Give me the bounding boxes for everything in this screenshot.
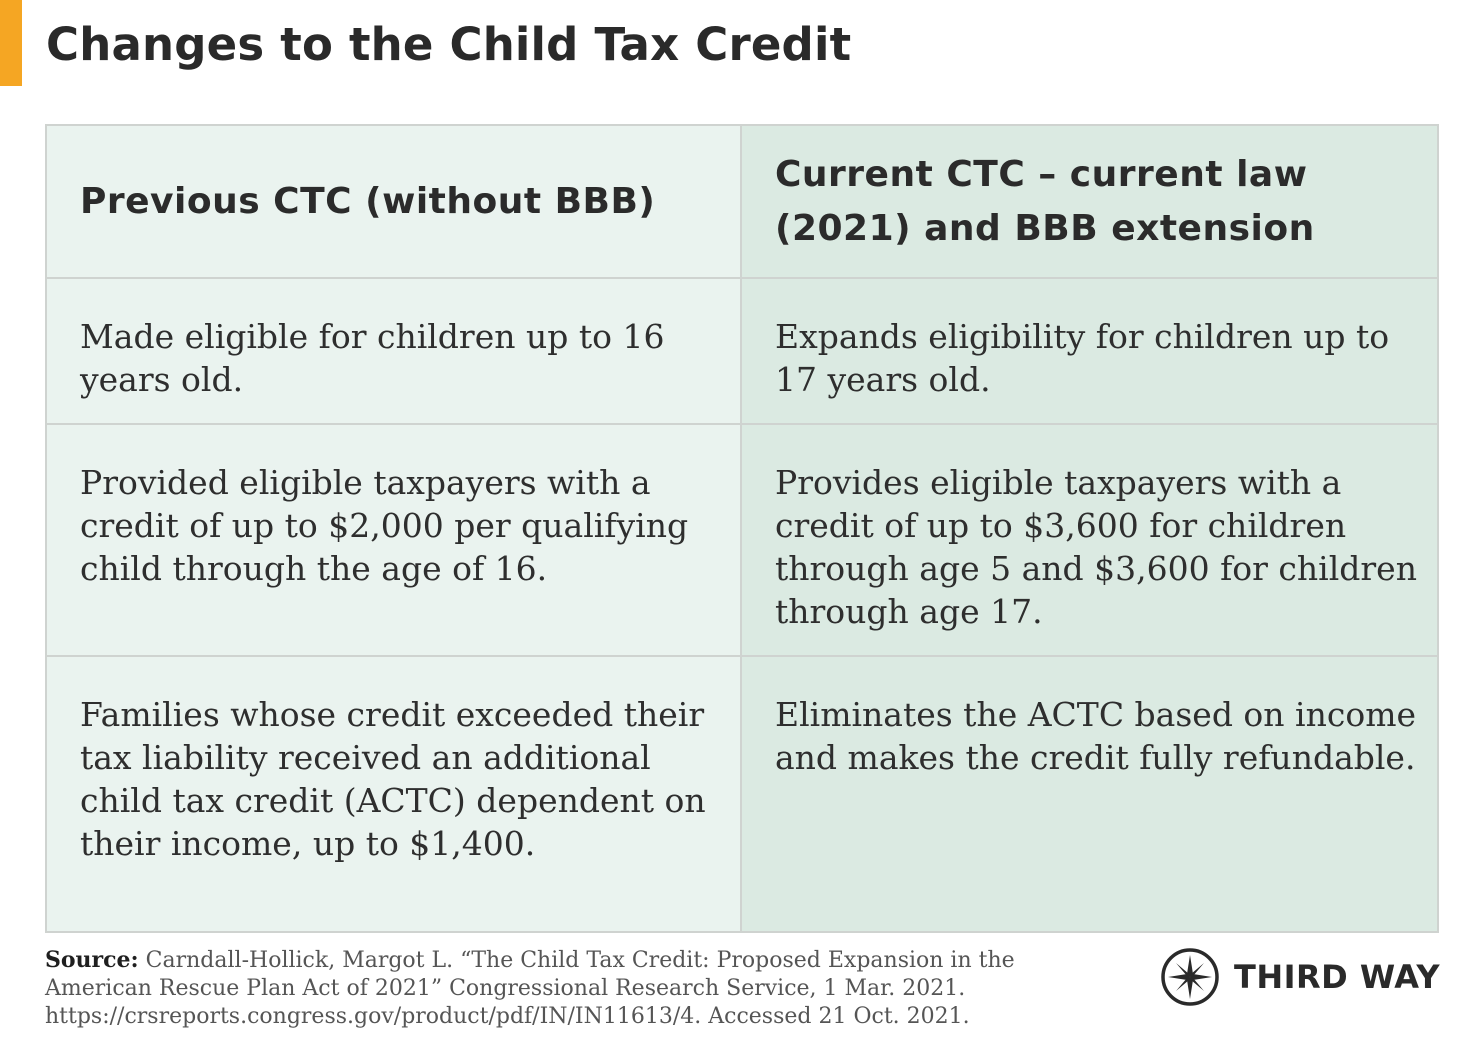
- header-previous-ctc: Previous CTC (without BBB): [45, 124, 742, 279]
- cell-current: Expands eligibility for children up to 1…: [740, 277, 1439, 425]
- table-row: Provided eligible taxpayers with a credi…: [45, 423, 1439, 657]
- third-way-logo: THIRD WAY: [1160, 947, 1440, 1007]
- cell-previous: Made eligible for children up to 16 year…: [45, 277, 742, 425]
- source-label: Source:: [45, 947, 139, 973]
- logo-text: THIRD WAY: [1234, 958, 1441, 996]
- cell-previous: Families whose credit exceeded their tax…: [45, 655, 742, 933]
- source-citation: Source: Carndall-Hollick, Margot L. “The…: [45, 946, 1055, 1031]
- source-text: Carndall-Hollick, Margot L. “The Child T…: [45, 948, 1015, 1029]
- page-title: Changes to the Child Tax Credit: [46, 18, 852, 71]
- accent-bar: [0, 0, 22, 86]
- compass-star-icon: [1161, 948, 1219, 1006]
- cell-current: Eliminates the ACTC based on income and …: [740, 655, 1439, 933]
- comparison-table: Previous CTC (without BBB) Current CTC –…: [45, 124, 1439, 933]
- table-row: Made eligible for children up to 16 year…: [45, 277, 1439, 425]
- cell-previous: Provided eligible taxpayers with a credi…: [45, 423, 742, 657]
- cell-current: Provides eligible taxpayers with a credi…: [740, 423, 1439, 657]
- table-header-row: Previous CTC (without BBB) Current CTC –…: [45, 124, 1439, 279]
- header-current-ctc: Current CTC – current law (2021) and BBB…: [740, 124, 1439, 279]
- table-row: Families whose credit exceeded their tax…: [45, 655, 1439, 933]
